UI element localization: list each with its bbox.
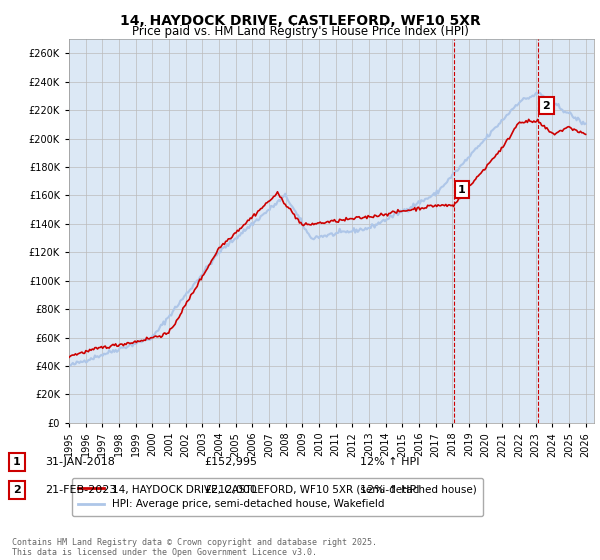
Text: 12% ↑ HPI: 12% ↑ HPI bbox=[360, 485, 419, 495]
Text: Price paid vs. HM Land Registry's House Price Index (HPI): Price paid vs. HM Land Registry's House … bbox=[131, 25, 469, 38]
Text: 1: 1 bbox=[458, 185, 466, 195]
Text: 21-FEB-2023: 21-FEB-2023 bbox=[45, 485, 116, 495]
Text: £212,000: £212,000 bbox=[204, 485, 257, 495]
Text: 14, HAYDOCK DRIVE, CASTLEFORD, WF10 5XR: 14, HAYDOCK DRIVE, CASTLEFORD, WF10 5XR bbox=[119, 14, 481, 28]
Text: 31-JAN-2018: 31-JAN-2018 bbox=[45, 457, 115, 467]
Text: £152,995: £152,995 bbox=[204, 457, 257, 467]
Text: 12% ↑ HPI: 12% ↑ HPI bbox=[360, 457, 419, 467]
Text: Contains HM Land Registry data © Crown copyright and database right 2025.
This d: Contains HM Land Registry data © Crown c… bbox=[12, 538, 377, 557]
Text: 2: 2 bbox=[542, 101, 550, 111]
Legend: 14, HAYDOCK DRIVE, CASTLEFORD, WF10 5XR (semi-detached house), HPI: Average pric: 14, HAYDOCK DRIVE, CASTLEFORD, WF10 5XR … bbox=[71, 478, 483, 516]
Text: 1: 1 bbox=[13, 457, 20, 467]
Text: 2: 2 bbox=[13, 485, 20, 495]
